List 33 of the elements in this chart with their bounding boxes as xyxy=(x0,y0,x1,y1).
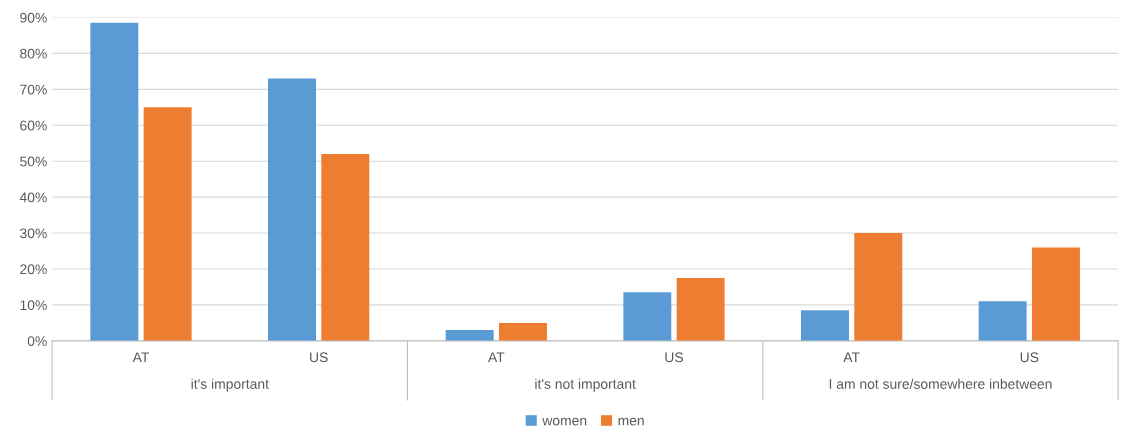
legend-label: women xyxy=(542,417,587,426)
bar xyxy=(676,277,725,341)
y-tick-label: 10% xyxy=(20,300,47,311)
bar xyxy=(498,322,547,341)
text: it's important xyxy=(191,378,269,392)
x-tick-label: AT xyxy=(132,352,150,363)
y-tick-label: 90% xyxy=(20,12,47,23)
legend-label: men xyxy=(618,417,644,426)
bar xyxy=(445,330,494,341)
bar xyxy=(321,154,370,341)
bar xyxy=(854,233,903,341)
y-tick-label: 80% xyxy=(20,48,47,59)
bar xyxy=(268,78,316,341)
y-tick-label: 40% xyxy=(19,192,47,203)
y-tick-label: 0% xyxy=(27,336,47,347)
bar xyxy=(1031,247,1080,341)
x-tick-label: AT xyxy=(843,352,860,363)
y-tick-label: 20% xyxy=(20,264,47,275)
y-tick-label: 70% xyxy=(20,84,47,95)
bar xyxy=(143,107,192,341)
bar xyxy=(978,301,1027,341)
y-tick-label: 50% xyxy=(20,156,47,167)
bar xyxy=(801,310,849,341)
x-tick-label: US xyxy=(310,352,328,363)
text: I am not sure/somewhere inbetween xyxy=(829,378,1052,389)
y-tick-label: 60% xyxy=(20,120,47,131)
x-tick-label: US xyxy=(665,352,683,363)
y-tick-label: 30% xyxy=(20,228,47,239)
text: it's not important xyxy=(535,378,636,392)
x-tick-label: AT xyxy=(487,352,505,363)
bar xyxy=(90,22,139,341)
x-tick-label: US xyxy=(1020,352,1039,363)
bar xyxy=(623,292,672,341)
